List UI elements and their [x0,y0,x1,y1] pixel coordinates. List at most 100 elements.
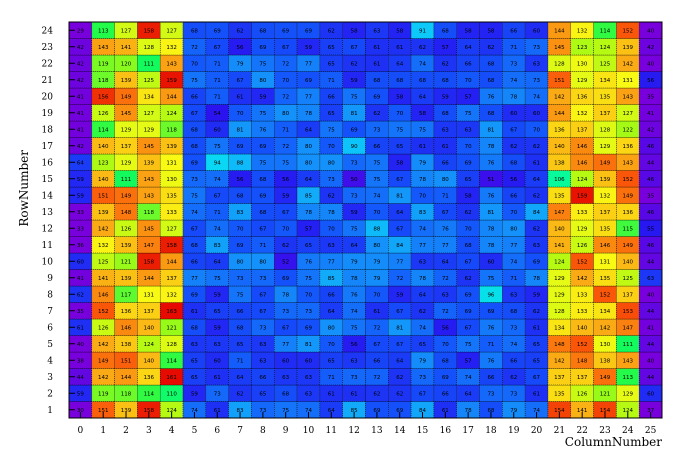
heatmap-cell [638,87,663,105]
cell-value-label: 69 [305,28,312,34]
cell-value-label: 124 [144,342,155,348]
heatmap-cell [365,318,389,336]
heatmap-cell [296,137,321,155]
x-tick-label: 15 [417,426,429,436]
heatmap-cell [137,38,161,56]
heatmap-cell [456,335,480,353]
heatmap-cell [91,87,115,105]
y-tick-label: 9 [47,274,53,284]
cell-value-label: 149 [121,193,132,199]
cell-value-label: 62 [419,309,426,315]
cell-value-label: 76 [487,358,494,364]
heatmap-cells: 30 151 139 158 124 74 61 83 73 75 74 64 85 69 69 84 61 78… [68,21,663,419]
cell-value-label: 73 [214,391,221,397]
cell-value-label: 159 [166,78,177,84]
heatmap-cell [593,335,617,353]
cell-value-label: 70 [465,144,472,150]
cell-value-label: 67 [191,111,198,117]
heatmap-cell [251,219,275,237]
heatmap-cell [228,38,252,56]
cell-value-label: 67 [419,391,426,397]
cell-value-label: 59 [77,391,84,397]
heatmap-cell [228,302,252,320]
heatmap-cell [205,335,229,353]
heatmap-cell [502,285,526,303]
cell-value-label: 60 [214,358,221,364]
heatmap-cell [182,219,207,237]
cell-value-label: 66 [465,61,472,67]
cell-value-label: 126 [98,325,109,331]
cell-value-label: 61 [214,408,221,414]
heatmap-cell [114,137,138,155]
heatmap-cell [593,38,617,56]
heatmap-cell [251,203,275,221]
cell-value-label: 130 [166,177,177,183]
cell-value-label: 74 [510,259,517,265]
heatmap-cell [456,384,480,402]
cell-value-label: 77 [328,259,335,265]
cell-value-label: 68 [237,325,244,331]
x-tick-label: 1 [100,426,106,436]
heatmap-cell [182,351,207,369]
heatmap-cell [296,170,321,188]
heatmap-cell [182,170,207,188]
cell-value-label: 106 [554,177,565,183]
cell-value-label: 70 [191,61,198,67]
heatmap-cell [251,104,275,122]
cell-value-label: 81 [396,193,403,199]
cell-value-label: 67 [465,325,472,331]
cell-value-label: 134 [600,309,611,315]
heatmap-cell [433,54,457,72]
heatmap-cell [296,87,321,105]
heatmap-cell [296,351,321,369]
cell-value-label: 73 [487,391,494,397]
cell-value-label: 60 [510,111,517,117]
cell-value-label: 66 [510,28,517,34]
cell-value-label: 70 [237,226,244,232]
heatmap-cell [274,368,298,386]
heatmap-cell [502,21,526,39]
cell-value-label: 62 [351,61,358,67]
heatmap-cell [410,21,435,39]
cell-value-label: 81 [396,325,403,331]
heatmap-cell [342,186,366,204]
cell-value-label: 59 [77,177,84,183]
cell-value-label: 42 [647,45,654,51]
heatmap-cell [388,71,412,89]
cell-value-label: 72 [442,309,449,315]
cell-value-label: 63 [259,358,266,364]
heatmap-cell [502,351,526,369]
heatmap-cell [342,236,366,254]
cell-value-label: 139 [121,276,132,282]
cell-value-label: 129 [577,226,588,232]
cell-value-label: 63 [442,292,449,298]
heatmap-cell [433,120,457,138]
cell-value-label: 80 [237,259,244,265]
cell-value-label: 71 [510,276,517,282]
heatmap-cell [137,54,161,72]
cell-value-label: 75 [351,94,358,100]
cell-value-label: 40 [647,28,654,34]
cell-value-label: 73 [328,177,335,183]
cell-value-label: 76 [259,127,266,133]
cell-value-label: 138 [554,160,565,166]
cell-value-label: 80 [259,259,266,265]
heatmap-cell [433,203,457,221]
heatmap-cell [638,351,663,369]
cell-value-label: 71 [214,94,221,100]
heatmap-cell [570,203,594,221]
heatmap-cell [159,351,184,369]
heatmap-cell [91,368,115,386]
y-tick-label: 10 [42,257,54,267]
cell-value-label: 76 [487,325,494,331]
cell-value-label: 42 [647,127,654,133]
cell-value-label: 63 [214,342,221,348]
heatmap-cell [365,368,389,386]
cell-value-label: 79 [351,259,358,265]
cell-value-label: 137 [600,210,611,216]
heatmap-cell [388,153,412,171]
cell-value-label: 74 [533,408,540,414]
heatmap-cell [296,269,321,287]
cell-value-label: 62 [396,375,403,381]
heatmap-cell [114,351,138,369]
